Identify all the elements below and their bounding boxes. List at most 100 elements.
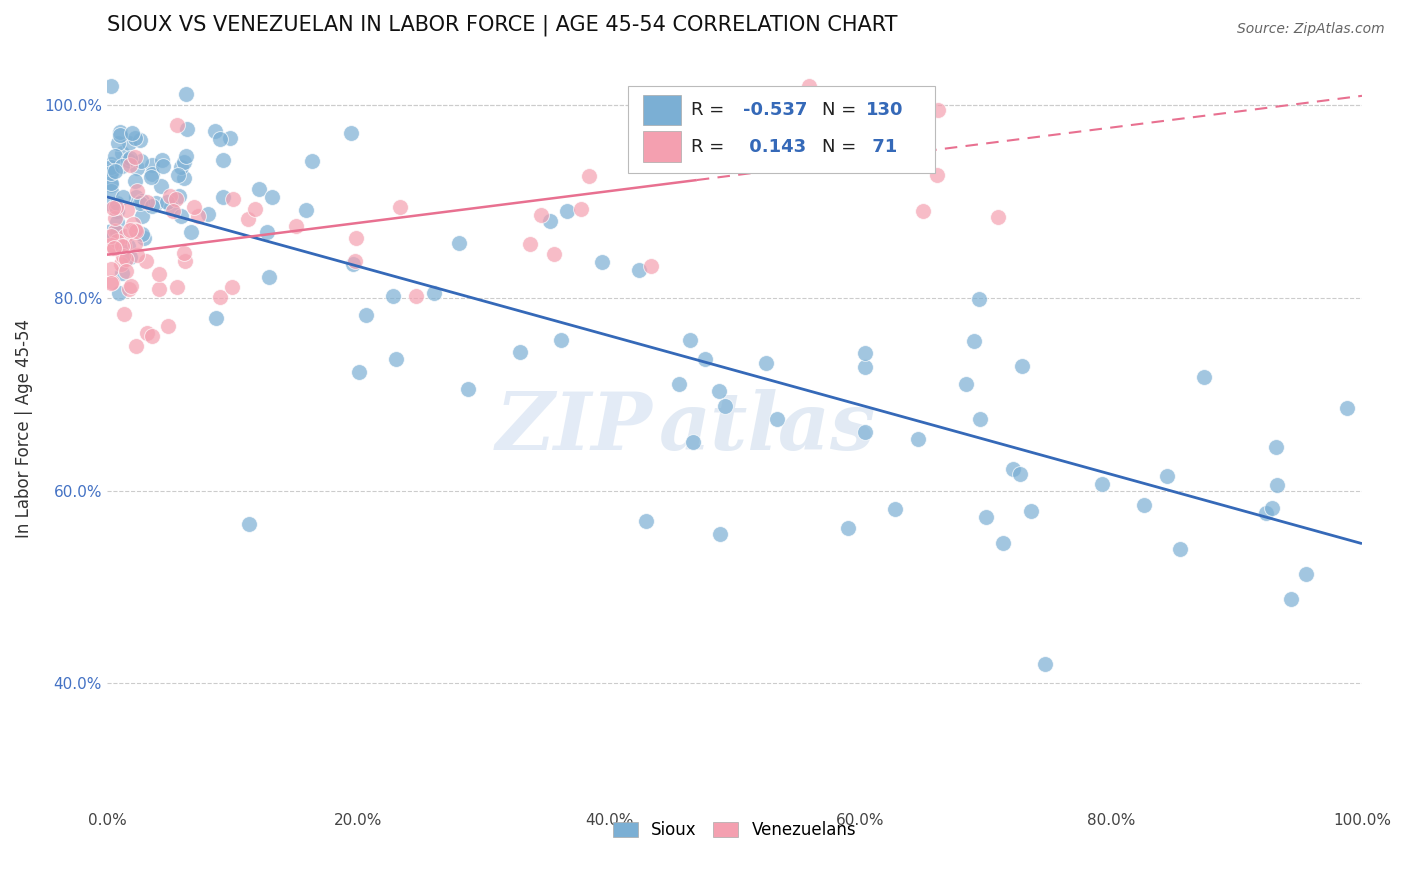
Point (256, 225, 278, 239)
Point (174, 149, 197, 163)
Point (107, 285, 129, 300)
Point (127, 248, 149, 262)
Point (100, 160, 122, 174)
Point (797, 79, 820, 94)
Point (107, 195, 129, 210)
Point (295, 202, 318, 217)
Point (148, 268, 170, 282)
Point (741, 103, 763, 117)
Point (141, 170, 163, 185)
Point (135, 194, 157, 209)
Point (173, 245, 195, 260)
Point (238, 516, 260, 531)
Point (204, 124, 226, 138)
Point (447, 235, 470, 250)
Point (141, 158, 163, 172)
Point (212, 190, 235, 204)
Point (121, 126, 143, 140)
Point (105, 201, 128, 215)
Point (176, 87, 198, 102)
Point (344, 253, 367, 268)
Point (114, 229, 136, 244)
Point (695, 351, 717, 366)
Point (129, 153, 152, 168)
Point (347, 365, 370, 379)
Point (543, 247, 565, 261)
Point (104, 163, 127, 178)
Point (103, 241, 125, 255)
Point (131, 194, 153, 208)
Point (100, 276, 122, 290)
Point (135, 254, 157, 268)
Point (103, 224, 125, 238)
Point (100, 166, 122, 180)
Legend: Sioux, Venezuelans: Sioux, Venezuelans (606, 814, 863, 846)
Point (388, 200, 411, 214)
Point (101, 201, 124, 215)
Point (100, 184, 122, 198)
Point (165, 192, 187, 206)
Point (111, 146, 134, 161)
Point (555, 204, 578, 219)
Text: SIOUX VS VENEZUELAN IN LABOR FORCE | AGE 45-54 CORRELATION CHART: SIOUX VS VENEZUELAN IN LABOR FORCE | AGE… (107, 15, 897, 37)
Point (884, 502, 907, 516)
Point (212, 153, 235, 167)
Point (208, 290, 231, 304)
Point (169, 189, 191, 203)
Point (991, 536, 1014, 550)
Point (1091, 476, 1114, 491)
Point (385, 351, 408, 366)
Point (105, 215, 128, 229)
Point (1001, 462, 1024, 476)
Text: ZIP: ZIP (496, 389, 652, 467)
Point (636, 514, 658, 528)
Point (128, 132, 150, 146)
Point (100, 178, 122, 192)
Point (260, 189, 283, 203)
Point (124, 151, 146, 165)
Point (100, 157, 122, 171)
Point (141, 167, 163, 181)
Point (117, 238, 139, 252)
Point (118, 136, 141, 150)
Point (173, 170, 195, 185)
Point (1261, 501, 1284, 516)
Point (150, 153, 173, 167)
Point (107, 203, 129, 218)
Point (100, 79, 122, 94)
Point (112, 307, 135, 321)
Point (100, 224, 122, 238)
Point (121, 217, 143, 231)
Point (1192, 370, 1215, 384)
Point (1265, 478, 1288, 492)
Point (100, 242, 122, 256)
Point (955, 377, 977, 392)
Point (149, 179, 172, 194)
Point (591, 255, 613, 269)
Point (159, 189, 181, 203)
Point (110, 257, 132, 271)
Point (105, 225, 128, 239)
Point (969, 411, 991, 425)
Point (103, 228, 125, 243)
Point (257, 270, 280, 285)
Point (141, 329, 163, 343)
Point (100, 261, 122, 276)
Text: R =: R = (690, 101, 730, 119)
Point (1168, 541, 1191, 556)
Text: 0.143: 0.143 (744, 137, 807, 155)
Point (221, 279, 243, 293)
Point (1279, 592, 1302, 607)
Point (128, 196, 150, 211)
Text: R =: R = (690, 137, 730, 155)
Point (156, 194, 179, 209)
Bar (643, 131, 681, 161)
Point (679, 333, 702, 347)
Point (125, 185, 148, 199)
Point (967, 292, 990, 306)
Bar (643, 95, 681, 125)
Point (125, 161, 148, 176)
Point (111, 249, 134, 263)
Point (1133, 498, 1156, 512)
Point (911, 203, 934, 218)
